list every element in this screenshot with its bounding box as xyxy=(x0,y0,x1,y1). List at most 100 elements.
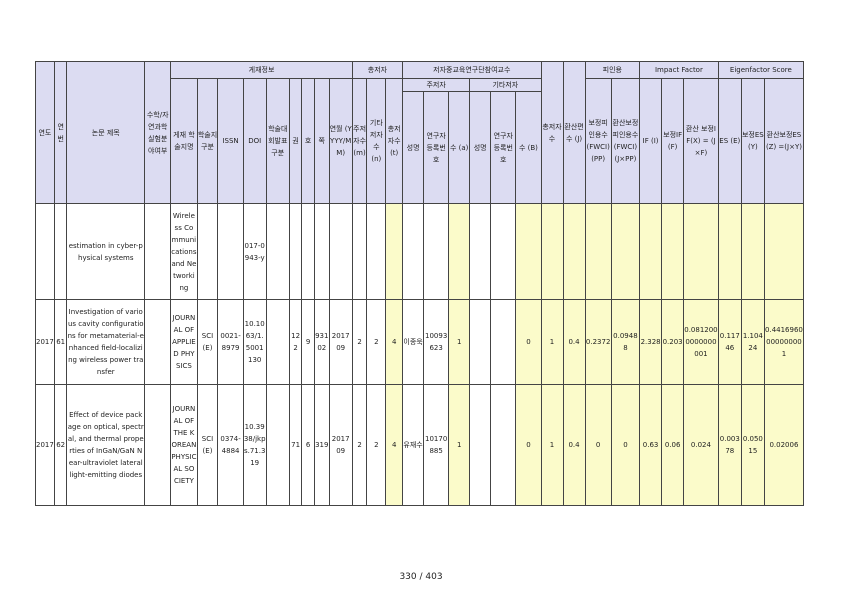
cell-es xyxy=(717,203,742,300)
cell-n-total xyxy=(385,203,404,300)
cell-es-corr xyxy=(740,203,765,300)
cell-issue: 6 xyxy=(301,384,315,506)
cell-main-name: 이종욱 xyxy=(402,299,425,385)
cell-journal: JOURNAL OF APPLIED PHYSICS xyxy=(170,299,198,385)
cell-other-reg xyxy=(490,203,517,300)
header-main-name: 성명 xyxy=(402,91,425,204)
cell-es-conv: 0.02006 xyxy=(763,384,805,506)
cell-main-name xyxy=(402,203,425,300)
cell-math xyxy=(144,203,172,300)
cell-other-reg xyxy=(490,299,517,385)
cell-title: Effect of device package on optical, spe… xyxy=(66,384,146,506)
cell-math xyxy=(144,384,172,506)
cell-page: 319 xyxy=(313,384,330,506)
header-total: 총저자수 xyxy=(540,61,564,204)
cell-fwci: 0.2372 xyxy=(584,299,612,385)
cell-total: 1 xyxy=(540,299,564,385)
cell-other-name xyxy=(469,384,492,506)
cell-issn: 0021-8979 xyxy=(217,299,244,385)
cell-jclass: SCI(E) xyxy=(196,384,219,506)
cell-main-cnt: 1 xyxy=(448,299,471,385)
table-row: 2017 61 Investigation of various cavity … xyxy=(35,299,805,385)
header-jclass: 학술지 구분 xyxy=(196,78,219,204)
cell-doi: 017-0943-y xyxy=(242,203,267,300)
header-journal: 게재 학술지명 xyxy=(170,78,198,204)
header-n-other: 기타저자수 (n) xyxy=(366,78,387,204)
cell-if-conv xyxy=(683,203,719,300)
cell-doi: 10.3938/jkps.71.319 xyxy=(242,384,267,506)
cell-n-other: 2 xyxy=(366,384,387,506)
group-if: Impact Factor xyxy=(639,61,719,79)
header-page: 쪽 xyxy=(313,78,330,204)
cell-fwci-conv xyxy=(610,203,641,300)
header-fwci: 보정피인용수 (FWCI) (PP) xyxy=(584,78,612,204)
cell-date: 2017 09 xyxy=(328,384,353,506)
header-main-cnt: 수 (a) xyxy=(448,91,471,204)
cell-if xyxy=(639,203,663,300)
cell-year: 2017 xyxy=(35,299,55,385)
header-es-corr: 보정ES (Y) xyxy=(740,78,765,204)
cell-other-cnt: 0 xyxy=(515,299,542,385)
cell-issue xyxy=(301,203,315,300)
cell-other-name xyxy=(469,299,492,385)
cell-if-conv: 0.024 xyxy=(683,384,719,506)
cell-title: Investigation of various cavity configur… xyxy=(66,299,146,385)
cell-year xyxy=(35,203,55,300)
cell-n-other: 2 xyxy=(366,299,387,385)
cell-page xyxy=(313,203,330,300)
cell-n-main xyxy=(351,203,368,300)
cell-if: 2.328 xyxy=(639,299,663,385)
cell-main-reg xyxy=(423,203,450,300)
cell-main-name: 유재수 xyxy=(402,384,425,506)
cell-year: 2017 xyxy=(35,384,55,506)
cell-fwci xyxy=(584,203,612,300)
header-date: 연월 (YYYY/MM) xyxy=(328,78,353,204)
header-year: 연도 xyxy=(35,61,55,204)
header-no: 연번 xyxy=(53,61,68,204)
cell-issn xyxy=(217,203,244,300)
research-paper-table: 연도 연번 논문 제목 수학/자연과학실험분야여부 게재정보 총저자 저자중교육… xyxy=(35,61,805,506)
cell-n-total: 4 xyxy=(385,299,404,385)
header-if: IF (I) xyxy=(639,78,663,204)
cell-conv: 0.4 xyxy=(562,299,586,385)
cell-if-corr: 0.06 xyxy=(661,384,685,506)
cell-es-conv xyxy=(763,203,805,300)
cell-issn: 0374-4884 xyxy=(217,384,244,506)
cell-other-cnt xyxy=(515,203,542,300)
header-n-total: 총저자수 (t) xyxy=(385,78,404,204)
cell-doi: 10.1063/1.5001130 xyxy=(242,299,267,385)
cell-other-name xyxy=(469,203,492,300)
header-doi: DOI xyxy=(242,78,267,204)
header-issue: 호 xyxy=(301,78,315,204)
header-main-reg: 연구자등록번호 xyxy=(423,91,450,204)
cell-fwci: 0 xyxy=(584,384,612,506)
cell-issue: 9 xyxy=(301,299,315,385)
header-es: ES (E) xyxy=(717,78,742,204)
page-number: 330 / 403 xyxy=(399,572,443,582)
header-vol: 권 xyxy=(288,78,303,204)
cell-univ xyxy=(265,384,290,506)
header-math: 수학/자연과학실험분야여부 xyxy=(144,61,172,204)
header-title: 논문 제목 xyxy=(66,61,146,204)
group-ef: Eigenfactor Score xyxy=(717,61,805,79)
cell-vol: 71 xyxy=(288,384,303,506)
cell-if-conv: 0.0812000000000001 xyxy=(683,299,719,385)
cell-univ xyxy=(265,299,290,385)
cell-if-corr xyxy=(661,203,685,300)
cell-main-cnt: 1 xyxy=(448,384,471,506)
group-pub: 게재정보 xyxy=(170,61,353,79)
cell-date: 2017 09 xyxy=(328,299,353,385)
group-main: 주저자 xyxy=(402,78,471,92)
cell-univ xyxy=(265,203,290,300)
group-cite: 피인용 xyxy=(584,61,641,79)
group-authors: 총저자 xyxy=(351,61,404,79)
cell-conv xyxy=(562,203,586,300)
cell-other-reg xyxy=(490,384,517,506)
cell-math xyxy=(144,299,172,385)
header-other-cnt: 수 (B) xyxy=(515,91,542,204)
cell-jclass: SCI(E) xyxy=(196,299,219,385)
cell-conv: 0.4 xyxy=(562,384,586,506)
header-if-corr: 보정IF (F) xyxy=(661,78,685,204)
cell-journal: Wireless Communications and Networking xyxy=(170,203,198,300)
cell-date xyxy=(328,203,353,300)
